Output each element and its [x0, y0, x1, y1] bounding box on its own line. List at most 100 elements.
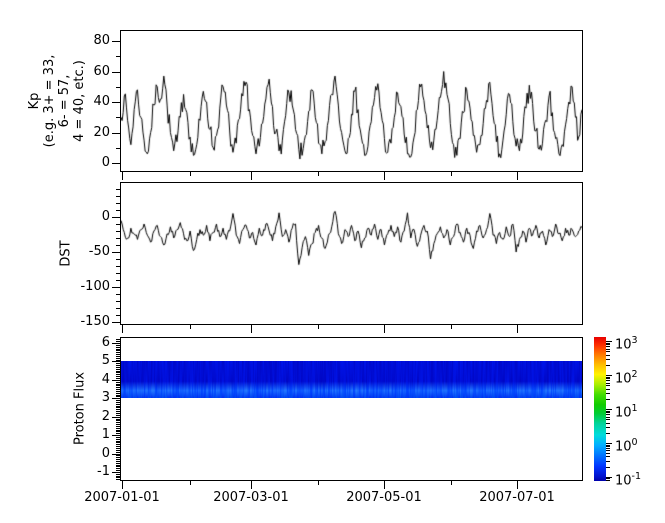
y-tick-label: 0 [101, 446, 110, 461]
tick-mark [116, 444, 120, 445]
tick-mark [116, 352, 120, 353]
tick-mark [384, 172, 385, 180]
colorbar [594, 337, 606, 481]
tick-mark [606, 389, 610, 390]
tick-mark [606, 467, 610, 468]
tick-mark [606, 417, 610, 418]
tick-mark [116, 407, 120, 408]
tick-mark [606, 377, 610, 378]
tick-mark [116, 411, 120, 412]
tick-mark [606, 399, 610, 400]
tick-mark [251, 481, 252, 489]
y-tick-label: 60 [93, 64, 110, 79]
tick-mark [606, 380, 610, 381]
tick-mark [112, 380, 120, 381]
tick-mark [116, 376, 120, 377]
tick-mark [116, 339, 120, 340]
tick-mark [112, 287, 120, 288]
tick-mark [116, 358, 120, 359]
kp-line-chart [121, 31, 582, 171]
tick-mark [606, 443, 612, 444]
y-tick-label: 1 [101, 427, 110, 442]
tick-mark [606, 450, 610, 451]
tick-mark [116, 415, 120, 416]
tick-mark [116, 354, 120, 355]
tick-mark [116, 280, 120, 281]
tick-mark [116, 476, 120, 477]
tick-mark [606, 478, 610, 479]
tick-mark [116, 245, 120, 246]
tick-mark [606, 412, 610, 413]
y-tick-label: 3 [101, 390, 110, 405]
tick-mark [116, 396, 120, 397]
tick-mark [116, 391, 120, 392]
tick-mark [606, 461, 610, 462]
tick-mark [190, 481, 191, 485]
tick-mark [116, 238, 120, 239]
tick-mark [116, 196, 120, 197]
tick-mark [606, 448, 610, 449]
tick-mark [116, 446, 120, 447]
tick-mark [116, 402, 120, 403]
tick-mark [112, 343, 120, 344]
tick-mark [116, 452, 120, 453]
tick-mark [116, 420, 120, 421]
tick-mark [116, 437, 120, 438]
tick-mark [116, 385, 120, 386]
tick-mark [116, 231, 120, 232]
tick-mark [116, 387, 120, 388]
colorbar-tick-label: 10-1 [615, 471, 642, 489]
tick-mark [606, 378, 610, 379]
tick-mark [116, 457, 120, 458]
tick-mark [116, 406, 120, 407]
tick-mark [116, 477, 120, 478]
tick-mark [251, 172, 252, 180]
tick-mark [112, 133, 120, 134]
tick-mark [116, 369, 120, 370]
y-tick-label: 4 [101, 372, 110, 387]
proton-flux-heatmap-band [121, 361, 582, 398]
tick-mark [517, 172, 518, 180]
colorbar-tick-label: 101 [615, 403, 638, 421]
colorbar-exponent: 0 [631, 437, 638, 448]
tick-mark [190, 172, 191, 176]
tick-mark [116, 189, 120, 190]
tick-mark [116, 384, 120, 385]
tick-mark [606, 383, 610, 384]
tick-mark [116, 301, 120, 302]
tick-mark [116, 349, 120, 350]
tick-mark [606, 346, 610, 347]
y-tick-label: 20 [93, 125, 110, 140]
tick-mark [116, 422, 120, 423]
tick-mark [606, 411, 610, 412]
tick-mark [451, 481, 452, 485]
tick-mark [112, 472, 120, 473]
tick-mark [116, 266, 120, 267]
tick-mark [116, 448, 120, 449]
tick-mark [116, 465, 120, 466]
tick-mark [116, 360, 120, 361]
tick-mark [116, 424, 120, 425]
tick-mark [112, 41, 120, 42]
tick-mark [112, 72, 120, 73]
x-tick-label: 2007-03-01 [213, 490, 289, 505]
tick-mark [116, 468, 120, 469]
tick-mark [116, 356, 120, 357]
y-tick-label: 40 [93, 94, 110, 109]
colorbar-exponent: 2 [631, 369, 638, 380]
tick-mark [606, 365, 610, 366]
tick-mark [190, 325, 191, 329]
tick-mark [384, 325, 385, 333]
y-tick-label: -150 [80, 314, 110, 329]
tick-mark [116, 315, 120, 316]
tick-mark [606, 351, 610, 352]
tick-mark [606, 480, 610, 481]
tick-mark [606, 445, 610, 446]
tick-mark [116, 426, 120, 427]
tick-mark [116, 345, 120, 346]
y-tick-label: 80 [93, 33, 110, 48]
tick-mark [116, 455, 120, 456]
tick-mark [318, 325, 319, 329]
colorbar-tick-label: 102 [615, 369, 638, 387]
dst-line-chart [121, 183, 582, 324]
